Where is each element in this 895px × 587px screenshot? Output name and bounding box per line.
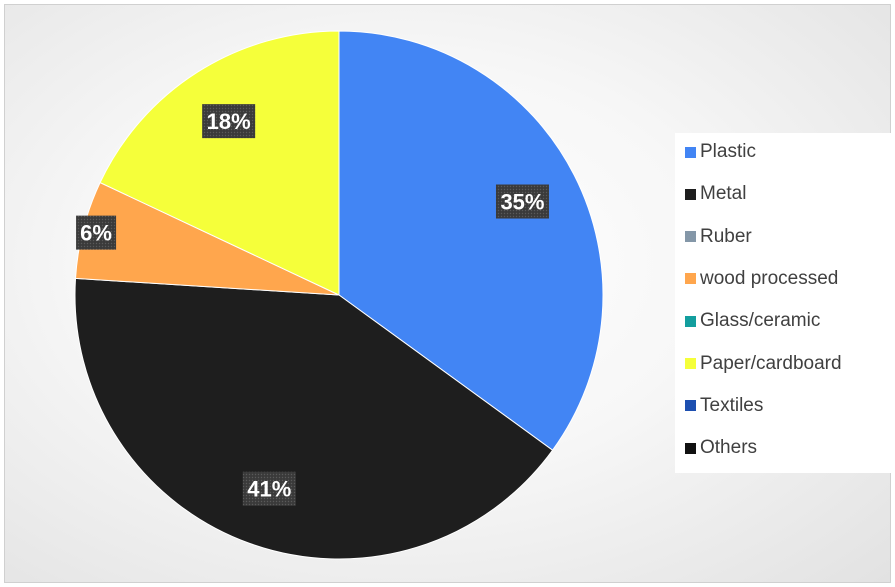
legend-label: Plastic (700, 141, 756, 162)
data-label-metal: 41% (242, 471, 296, 506)
legend-swatch (685, 146, 696, 158)
legend-swatch (685, 188, 696, 200)
data-label-plastic: 35% (495, 184, 549, 219)
pie-slice-paper-cardboard (99, 30, 340, 296)
legend-label: Others (700, 437, 758, 459)
data-label-text: 6% (80, 221, 112, 246)
legend-item-others: Others (685, 435, 757, 461)
legend-item-paper-cardboard: Paper/cardboard (685, 351, 842, 377)
legend-item-ruber: Ruber (685, 224, 752, 250)
legend-label: Ruber (700, 225, 752, 247)
legend-label: Glass/ceramic (700, 310, 821, 332)
data-label-wood-processed: 6% (76, 215, 117, 250)
pie-chart: 35% 41% 6% 18% (74, 30, 604, 560)
legend-label: Textiles (700, 394, 764, 416)
legend-swatch (685, 442, 696, 454)
legend-label: wood processed (700, 267, 839, 289)
legend-swatch (685, 400, 696, 412)
chart-area: 35% 41% 6% 18% Plastic Metal Ruber wood proces… (4, 4, 893, 583)
legend-item-metal: Metal (685, 181, 746, 207)
pie-slice-plastic (338, 30, 604, 451)
legend-label: Metal (700, 183, 747, 205)
data-label-text: 18% (207, 109, 251, 134)
legend-swatch (685, 358, 696, 369)
legend-swatch (685, 231, 696, 243)
legend-item-plastic: Plastic (685, 139, 756, 165)
legend-swatch (685, 315, 696, 327)
pie-slice-metal (74, 277, 554, 560)
data-label-text: 41% (247, 477, 291, 502)
data-label-text: 35% (500, 190, 544, 215)
legend-swatch (685, 273, 696, 285)
legend-item-wood-processed: wood processed (685, 266, 838, 292)
legend: Plastic Metal Ruber wood processed Glass/cer… (675, 133, 893, 473)
legend-item-textiles: Textiles (685, 393, 763, 419)
data-label-paper-cardboard: 18% (202, 104, 256, 139)
legend-label: Paper/cardboard (700, 352, 842, 374)
legend-item-glass-ceramic: Glass/ceramic (685, 308, 820, 334)
